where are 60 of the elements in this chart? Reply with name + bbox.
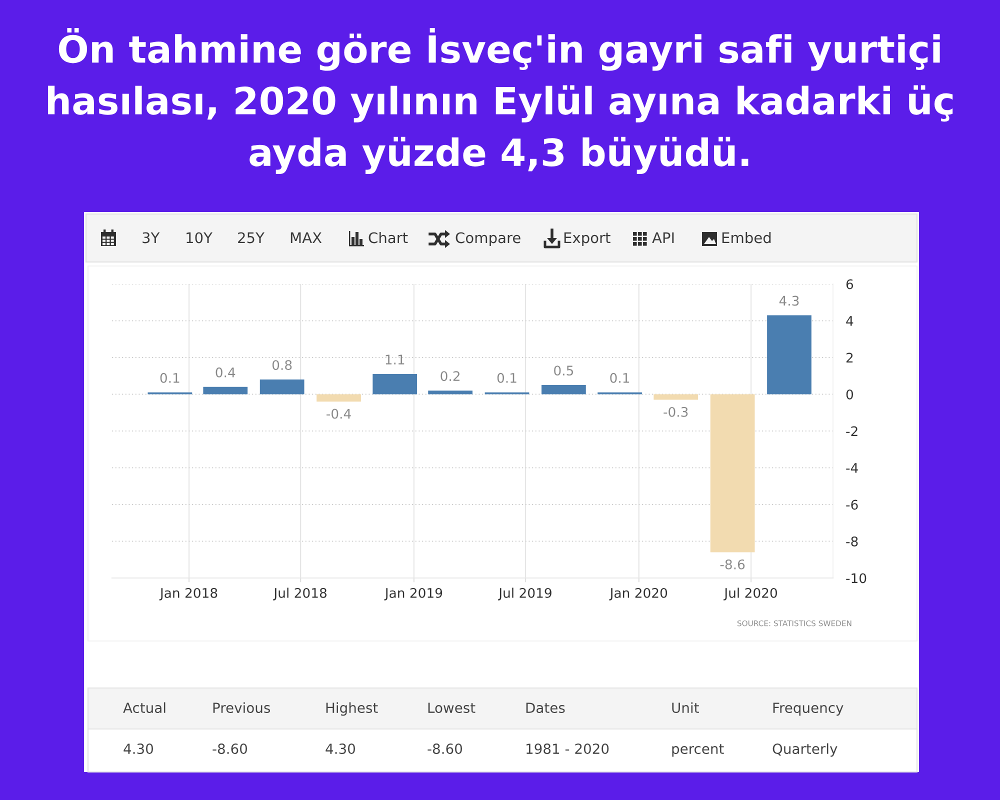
- y-tick-label: 4: [846, 316, 854, 326]
- text: API: [652, 232, 674, 244]
- text: 4.30: [124, 744, 153, 754]
- data-label: 0.1: [497, 372, 516, 383]
- text: Highest: [326, 702, 378, 716]
- text: 25Y: [238, 232, 264, 244]
- bar: [372, 374, 418, 394]
- data-label: 0.1: [160, 372, 180, 383]
- text: MAX: [290, 232, 322, 244]
- text: Frequency: [773, 702, 844, 716]
- text: Quarterly: [772, 743, 838, 757]
- data-label: 1.1: [386, 354, 404, 364]
- data-label: -0.4: [326, 408, 351, 419]
- y-tick-label: -10: [846, 573, 866, 584]
- data-label: 0.2: [440, 371, 460, 382]
- y-tick-label: 6: [846, 279, 854, 290]
- data-label: -0.3: [664, 406, 688, 417]
- text: Export: [564, 232, 610, 246]
- y-tick-label: -8: [846, 536, 858, 546]
- data-label: 0.8: [272, 360, 292, 370]
- x-tick-label: Jan 2019: [384, 588, 442, 600]
- text: Embed: [722, 232, 771, 244]
- chart-title: Ön tahmine göre İsveç'in gayri safi yurtiçi hasılası, 2020 yılının Eylül ayına kadarki üç ayda yüzde 4,3 büyüdü.: [48, 28, 953, 174]
- y-tick-label: 2: [846, 352, 853, 363]
- y-tick-label: -4: [846, 463, 858, 473]
- x-tick-label: Jan 2020: [609, 588, 668, 600]
- text: -8.60: [428, 744, 462, 754]
- text: Lowest: [428, 702, 476, 714]
- text: 3Y: [142, 232, 160, 244]
- bar: [260, 380, 304, 394]
- bar: [767, 315, 812, 394]
- text: 1981 - 2020: [526, 744, 609, 754]
- text: Compare: [456, 232, 520, 246]
- x-tick-label: Jul 2018: [273, 588, 327, 600]
- bar: [203, 386, 248, 394]
- y-tick-label: -6: [846, 500, 858, 510]
- bar: [710, 394, 755, 552]
- bar: [316, 394, 361, 402]
- data-label: 0.5: [554, 366, 574, 376]
- data-label: 0.4: [216, 367, 236, 378]
- text: 4.30: [326, 744, 355, 754]
- data-label: -8.6: [720, 559, 745, 570]
- text: Dates: [526, 702, 565, 714]
- y-tick-label: -2: [846, 426, 858, 436]
- x-tick-label: Jul 2019: [498, 588, 552, 600]
- bar: [428, 390, 472, 394]
- text: Chart: [368, 232, 408, 244]
- x-tick-label: Jan 2018: [159, 588, 218, 600]
- text: -8.60: [212, 744, 248, 754]
- bar: [654, 394, 698, 400]
- text: 10Y: [186, 232, 212, 244]
- y-tick-label: 0: [846, 389, 854, 400]
- text: percent: [672, 744, 724, 757]
- text: Actual: [123, 702, 166, 714]
- bar: [542, 385, 586, 394]
- x-tick-label: Jul 2020: [724, 588, 778, 600]
- text: Previous: [213, 702, 270, 714]
- data-label: 4.3: [779, 296, 799, 306]
- text: Unit: [672, 702, 699, 714]
- data-label: 0.1: [610, 372, 630, 383]
